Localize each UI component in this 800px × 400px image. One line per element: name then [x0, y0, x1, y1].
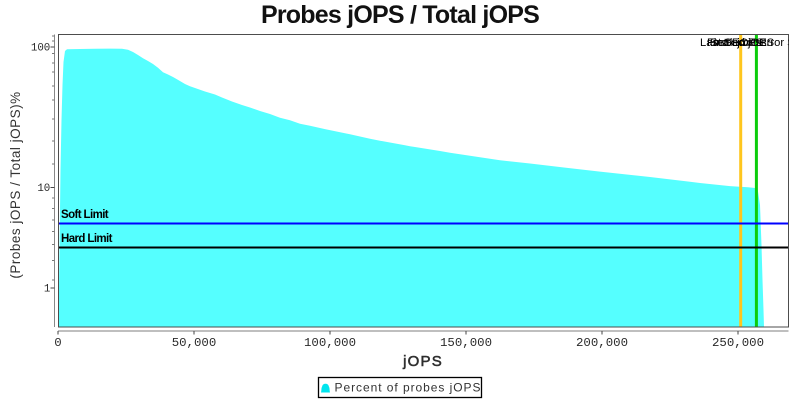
svg-text:150,000: 150,000: [440, 336, 492, 350]
svg-text:max jOPS: max jOPS: [713, 37, 763, 49]
svg-text:jOPS: jOPS: [402, 353, 443, 370]
svg-text:100,000: 100,000: [304, 336, 356, 350]
svg-text:Percent of probes jOPS: Percent of probes jOPS: [335, 381, 482, 395]
svg-text:1: 1: [44, 284, 50, 296]
svg-text:Error Settled: Error Settled: [759, 37, 800, 49]
svg-text:Settled jOPS: Settled jOPS: [710, 37, 774, 49]
svg-text:100: 100: [31, 43, 50, 55]
svg-text:Last Success: Last Success: [700, 37, 767, 49]
svg-text:0: 0: [54, 336, 61, 350]
svg-text:Soft Limit: Soft Limit: [61, 209, 109, 221]
svg-text:Hard Limit: Hard Limit: [61, 233, 113, 245]
svg-text:200,000: 200,000: [576, 336, 628, 350]
svg-text:50,000: 50,000: [172, 336, 217, 350]
svg-text:First Error: First Error: [707, 37, 757, 49]
svg-text:(Probes jOPS / Total jOPS)%: (Probes jOPS / Total jOPS)%: [8, 91, 23, 278]
svg-text:Probes jOPS / Total jOPS: Probes jOPS / Total jOPS: [261, 1, 539, 29]
svg-text:10: 10: [37, 183, 50, 195]
svg-text:250,000: 250,000: [712, 336, 764, 350]
